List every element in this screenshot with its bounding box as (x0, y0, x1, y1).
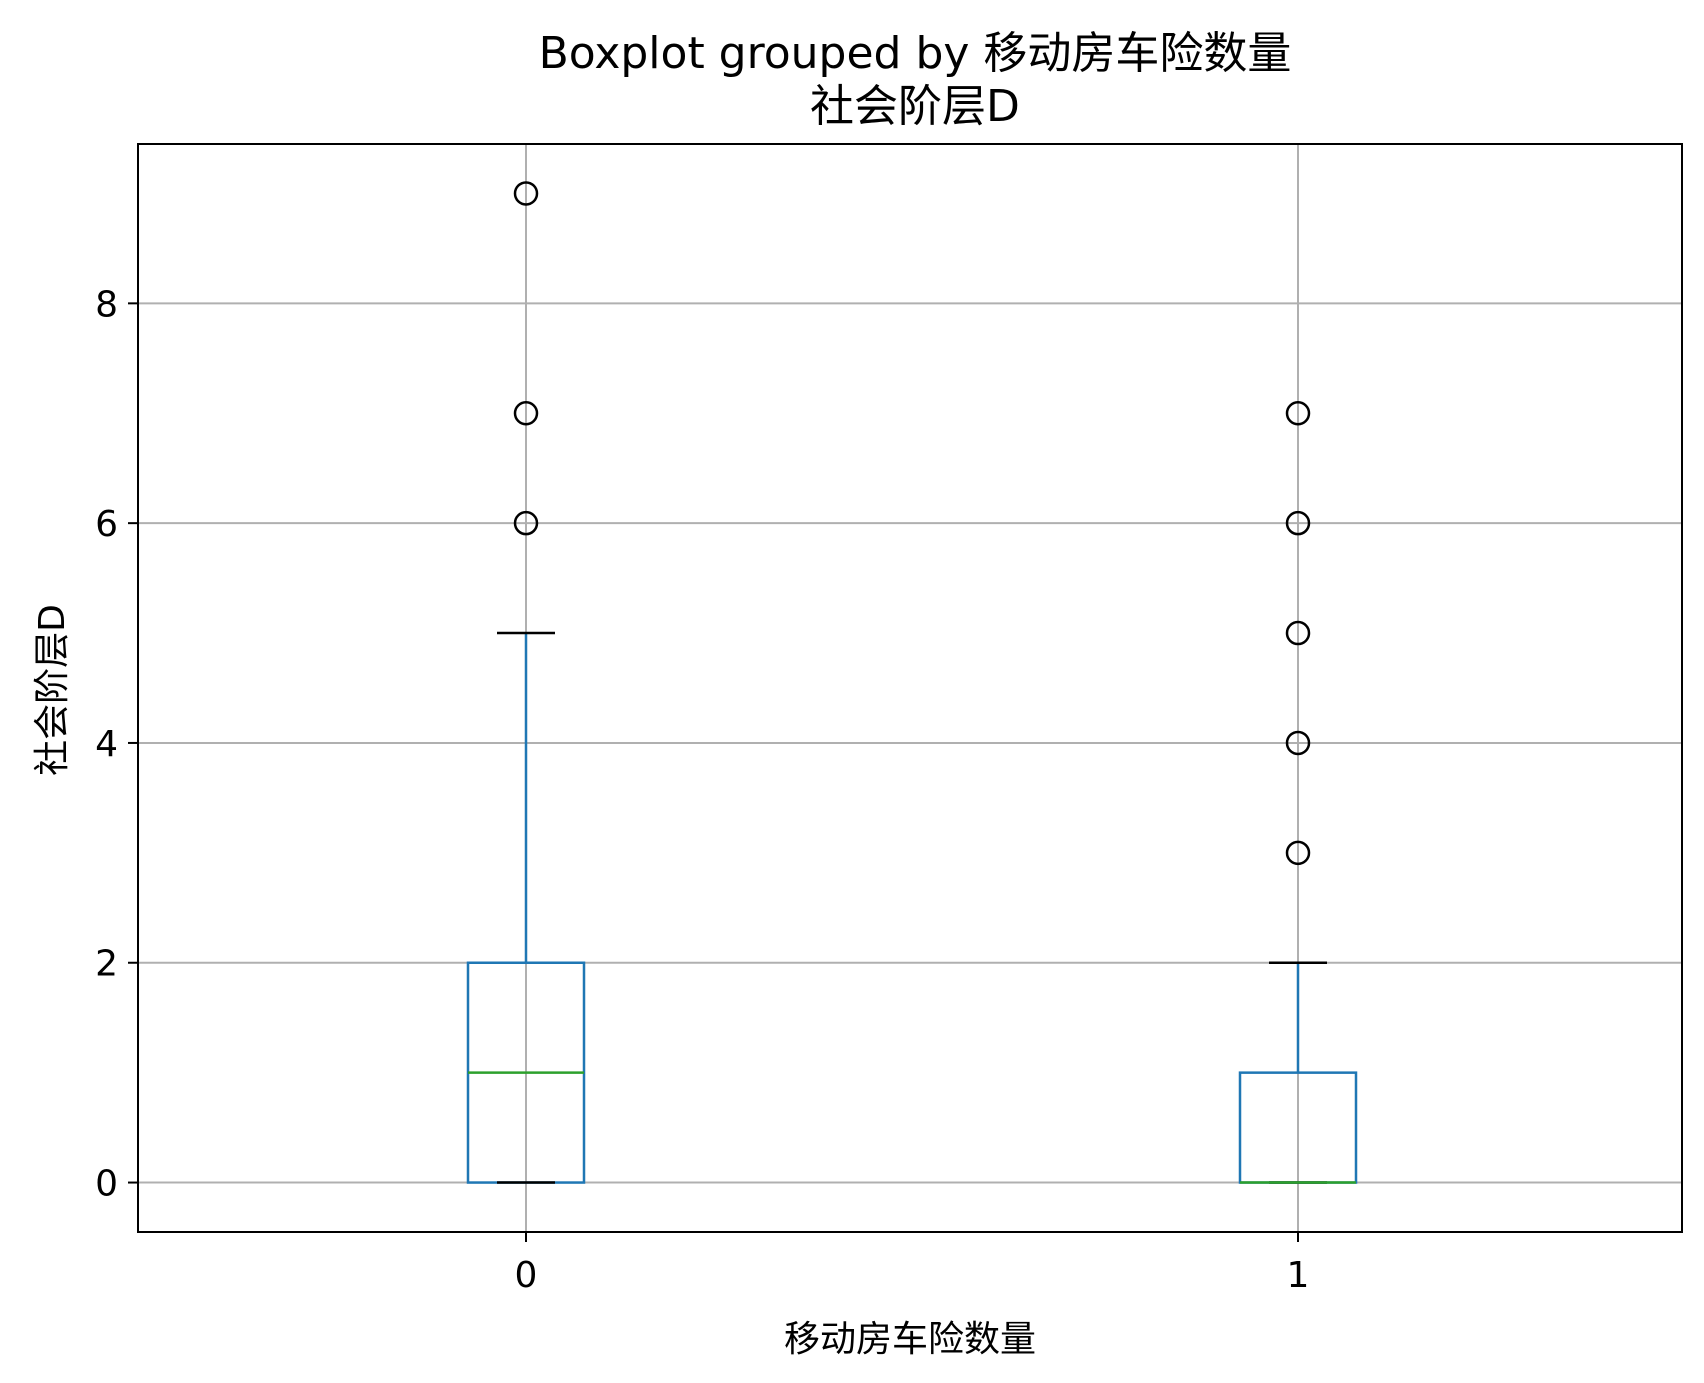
x-tick-label: 0 (515, 1255, 538, 1296)
flier-layer (513, 181, 1311, 866)
flier-point (1285, 730, 1311, 756)
x-axis-label: 移动房车险数量 (784, 1319, 1036, 1360)
y-tick-label: 0 (95, 1164, 118, 1205)
chart-title: Boxplot grouped by 移动房车险数量 (539, 28, 1292, 79)
y-tick-label: 4 (95, 724, 118, 765)
flier-point (513, 401, 539, 426)
flier-point (513, 181, 539, 206)
flier-point (513, 510, 539, 536)
tick-layer: 0 2 4 6 8 0 1 (95, 284, 1309, 1296)
y-tick-label: 8 (95, 284, 118, 325)
flier-point (1285, 510, 1311, 536)
box-layer (466, 631, 1358, 1184)
plot-frame (137, 143, 1683, 1233)
y-tick-label: 2 (95, 944, 118, 985)
flier-point (1285, 620, 1311, 646)
chart-subtitle: 社会阶层D (810, 81, 1020, 132)
x-tick-label: 1 (1287, 1255, 1310, 1296)
y-tick-label: 6 (95, 504, 118, 545)
y-axis-label: 社会阶层D (32, 604, 73, 776)
flier-point (1285, 840, 1311, 866)
flier-point (1285, 401, 1311, 426)
